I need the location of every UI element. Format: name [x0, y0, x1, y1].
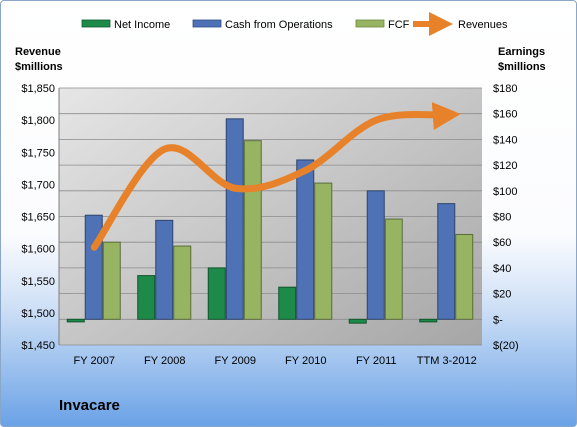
- legend-label-net-income: Net Income: [114, 19, 170, 31]
- category-label: TTM 3-2012: [417, 355, 477, 367]
- left-tick-label: $1,450: [21, 340, 55, 352]
- legend-swatch-cash-from-operations: [192, 19, 222, 28]
- category-label: FY 2009: [215, 355, 256, 367]
- revenue-point: [305, 169, 307, 171]
- left-tick-label: $1,800: [21, 115, 55, 127]
- right-tick-label: $180: [493, 83, 517, 95]
- left-tick-label: $1,850: [21, 83, 55, 95]
- revenue-point: [375, 119, 377, 121]
- bar-net-income: [278, 286, 297, 320]
- bar-cash-from-operations: [84, 214, 103, 320]
- legend-swatch-fcf: [355, 19, 385, 28]
- right-tick-label: $40: [493, 263, 511, 275]
- bar-net-income: [348, 318, 367, 324]
- left-tick-label: $1,600: [21, 244, 55, 256]
- left-axis-title-line1: Revenue: [15, 46, 61, 58]
- category-labels: FY 2007 FY 2008 FY 2009 FY 2010 FY 2011 TTM 3…: [74, 355, 477, 367]
- bar-cash-from-operations: [366, 190, 385, 320]
- bar-fcf: [102, 241, 121, 320]
- bar-fcf: [384, 218, 403, 320]
- bar-cash-from-operations: [437, 203, 456, 320]
- bar-fcf: [455, 233, 474, 320]
- left-axis-title-line2: $millions: [15, 61, 63, 73]
- bar-net-income: [66, 318, 85, 323]
- legend-label-revenues: Revenues: [458, 19, 508, 31]
- company-name: Invacare: [59, 397, 120, 414]
- left-tick-label: $1,700: [21, 179, 55, 191]
- legend: Net Income Cash from Operations FCF Reve…: [81, 12, 508, 36]
- bar-fcf: [173, 245, 192, 320]
- legend-swatch-net-income: [81, 19, 111, 28]
- bar-cash-from-operations: [155, 219, 174, 320]
- revenue-point: [164, 148, 166, 150]
- revenue-point: [234, 187, 236, 189]
- right-tick-label: $160: [493, 109, 517, 121]
- left-axis-ticks: $1,450 $1,500 $1,550 $1,600 $1,650 $1,700 $1,7…: [21, 83, 55, 352]
- right-axis-ticks: $(20) $- $20 $40 $60 $80 $100 $120 $140 $160 $180: [493, 83, 519, 352]
- revenue-point: [93, 246, 95, 248]
- category-label: FY 2008: [144, 355, 185, 367]
- category-label: FY 2007: [74, 355, 115, 367]
- bar-cash-from-operations: [225, 118, 244, 320]
- bar-net-income: [419, 318, 438, 323]
- bar-cash-from-operations: [296, 159, 315, 320]
- right-tick-label: $140: [493, 134, 517, 146]
- bar-net-income: [207, 267, 226, 320]
- left-tick-label: $1,550: [21, 276, 55, 288]
- right-tick-label: $-: [493, 314, 503, 326]
- right-tick-label: $100: [493, 186, 517, 198]
- category-label: FY 2011: [356, 355, 397, 367]
- right-tick-label: $(20): [493, 340, 519, 352]
- revenue-point: [446, 114, 448, 116]
- right-axis-title-line2: $millions: [498, 61, 546, 73]
- right-tick-label: $60: [493, 237, 511, 249]
- bar-fcf: [243, 140, 262, 320]
- left-tick-label: $1,500: [21, 308, 55, 320]
- legend-label-fcf: FCF: [388, 19, 410, 31]
- legend-label-cash-from-operations: Cash from Operations: [225, 19, 333, 31]
- right-tick-label: $20: [493, 289, 511, 301]
- left-tick-label: $1,650: [21, 212, 55, 224]
- right-axis-title-line1: Earnings: [498, 46, 545, 58]
- category-label: FY 2010: [285, 355, 326, 367]
- left-tick-label: $1,750: [21, 147, 55, 159]
- right-tick-label: $120: [493, 160, 517, 172]
- revenue-line-group: [90, 102, 461, 251]
- bar-fcf: [314, 182, 333, 320]
- right-tick-label: $80: [493, 212, 511, 224]
- bar-net-income: [137, 275, 156, 320]
